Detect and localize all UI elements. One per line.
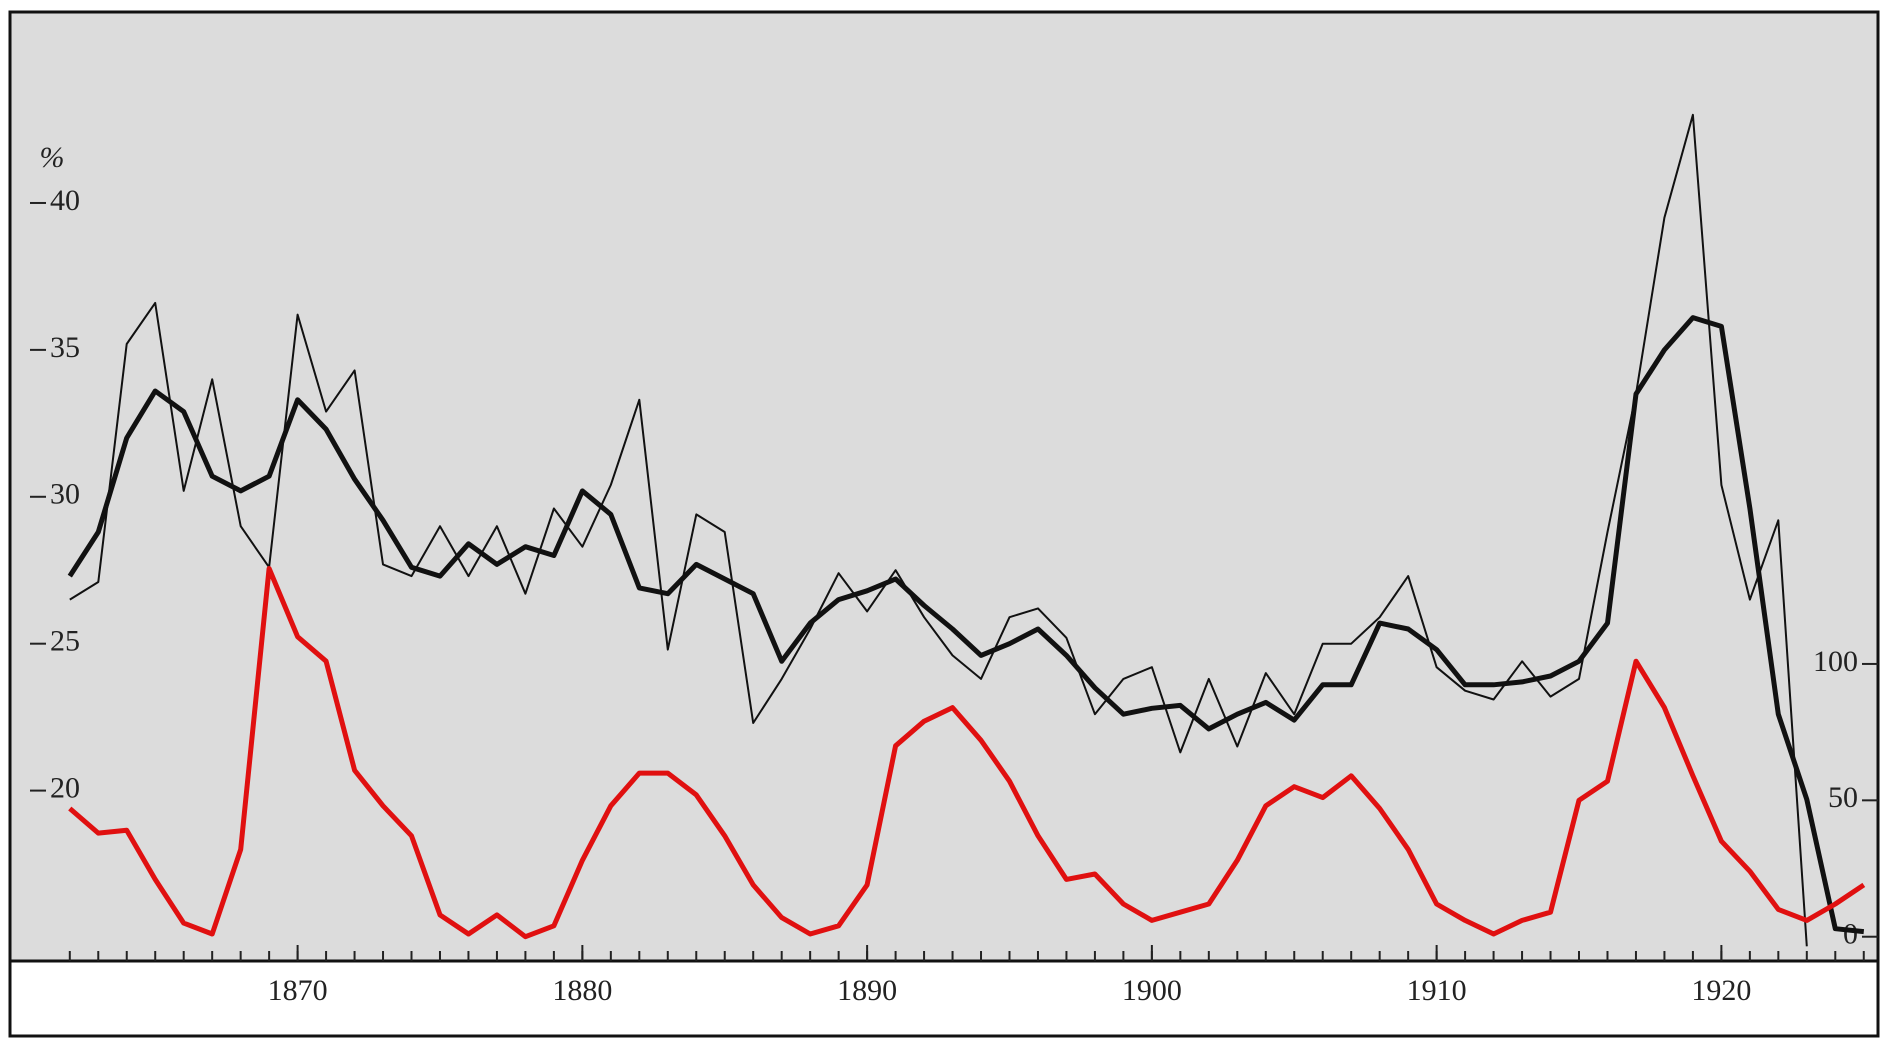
x-tick-label: 1920 [1691,974,1751,1007]
x-tick-label: 1890 [837,974,897,1007]
y-tick-label: 35 [50,331,80,364]
y2-tick-label: 0 [1843,918,1858,951]
y2-tick-label: 50 [1828,781,1858,814]
x-tick-label: 1900 [1122,974,1182,1007]
y-tick-label: 40 [50,184,80,217]
y-tick-label: 25 [50,625,80,658]
plot-area [8,10,1880,963]
x-tick-label: 1870 [268,974,328,1007]
series-line [67,315,1865,935]
y-axis-label: % [40,141,65,174]
y-tick-label: 30 [50,478,80,511]
y2-tick-label: 100 [1813,645,1858,678]
x-tick-label: 1910 [1407,974,1467,1007]
series-line [68,566,1866,940]
x-tick-label: 1880 [552,974,612,1007]
y-tick-label: 20 [50,771,80,804]
series-line [69,113,1808,947]
